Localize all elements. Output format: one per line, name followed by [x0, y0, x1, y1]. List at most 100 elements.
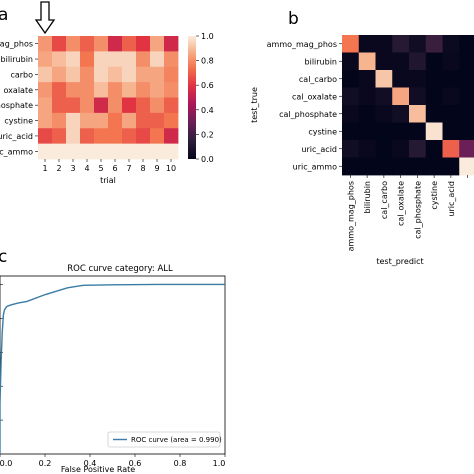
panel-b-confusion-matrix: ammo_mag_phos bilirubin cal_carbo cal_oxala… — [250, 35, 474, 266]
heatmap-cell — [108, 128, 123, 145]
confusion-cell — [375, 122, 393, 141]
confusion-cell — [358, 35, 376, 53]
y-tick-label: ammo_mag_phos — [267, 40, 337, 49]
confusion-cell — [392, 105, 410, 123]
confusion-cell — [342, 70, 360, 88]
heatmap-cell — [150, 36, 165, 52]
confusion-cell — [409, 105, 427, 123]
confusion-cell — [358, 70, 376, 88]
heatmap-cell — [108, 51, 123, 68]
y-tick-label: carbo — [10, 70, 33, 79]
y-tick-label: uric_acid — [0, 132, 33, 141]
x-tick-label: 0.6 — [129, 459, 142, 468]
heatmap-cell — [164, 112, 179, 129]
panel-letter-a: a — [0, 5, 8, 25]
confusion-cell — [459, 35, 474, 53]
heatmap-cell — [136, 51, 151, 68]
heatmap-cell — [150, 128, 165, 145]
heatmap-cell — [80, 66, 95, 83]
confusion-cell — [342, 140, 360, 158]
heatmap-cell — [38, 51, 53, 68]
y-axis-label: test_true — [250, 87, 259, 123]
confusion-cell — [459, 87, 474, 106]
colorbar-tick-label: 1.0 — [201, 32, 214, 41]
y-tick-label: phosphate — [0, 101, 33, 110]
heatmap-cell — [136, 36, 151, 52]
panel-letter-c: c — [0, 247, 7, 267]
heatmap-cell — [94, 66, 109, 83]
confusion-cell — [392, 35, 410, 53]
x-tick-label: cal_phosphate — [413, 181, 422, 239]
colorbar-tick-label: 0.2 — [201, 130, 214, 139]
chart-title: ROC curve category: ALL — [67, 264, 173, 274]
confusion-cell — [409, 52, 427, 71]
x-tick-label: 4 — [84, 164, 89, 173]
heatmap-cell — [122, 66, 137, 83]
confusion-cell — [342, 35, 360, 53]
heatmap-cell — [150, 143, 165, 160]
heatmap-cell — [66, 112, 81, 129]
heatmap-cell — [122, 143, 137, 160]
y-tick-label: uric_ammo — [293, 162, 337, 171]
heatmap-cell — [80, 82, 95, 98]
heatmap-cell — [164, 97, 179, 114]
y-tick-label: cystine — [308, 127, 337, 136]
heatmap-cell — [66, 97, 81, 114]
heatmap-cell — [94, 51, 109, 68]
heatmap-cell — [80, 112, 95, 129]
heatmap-cell — [52, 82, 67, 98]
confusion-cell — [459, 70, 474, 88]
confusion-cell — [459, 140, 474, 158]
heatmap-cell — [80, 51, 95, 68]
heatmap-cell — [80, 97, 95, 114]
x-tick-label: cystine — [430, 181, 439, 210]
confusion-cell — [459, 157, 474, 176]
heatmap-cell — [80, 36, 95, 52]
heatmap-cell — [108, 36, 123, 52]
heatmap-cell — [66, 82, 81, 98]
heatmap-cell — [52, 51, 67, 68]
heatmap-cell — [108, 112, 123, 129]
confusion-cell — [442, 52, 460, 71]
confusion-cell — [392, 122, 410, 141]
panel-a-heatmap: mag_phos bilirubin carbo oxalate phosphate cy… — [0, 1, 214, 185]
x-tick-label: ammo_mag_phos — [346, 181, 355, 251]
heatmap-cell — [52, 36, 67, 52]
x-tick-label: 7 — [126, 164, 131, 173]
heatmap-cell — [136, 143, 151, 160]
confusion-cell — [459, 122, 474, 141]
x-tick-label: 2 — [56, 164, 61, 173]
heatmap-cell — [122, 128, 137, 145]
heatmap-cell — [38, 112, 53, 129]
heatmap-cell — [122, 51, 137, 68]
confusion-cell — [442, 105, 460, 123]
x-axis-label: trial — [100, 176, 116, 185]
x-axis-label: False Positive Rate — [61, 465, 135, 474]
confusion-cell — [392, 140, 410, 158]
heatmap-cell — [94, 82, 109, 98]
heatmap-cell — [94, 97, 109, 114]
heatmap-cell — [108, 97, 123, 114]
confusion-cell — [459, 52, 474, 71]
heatmap-cell — [136, 128, 151, 145]
confusion-cell — [425, 87, 443, 106]
confusion-cell — [425, 35, 443, 53]
x-tick-label: 1.0 — [213, 459, 226, 468]
heatmap-cell — [122, 97, 137, 114]
x-tick-label: 9 — [154, 164, 159, 173]
heatmap-cell — [150, 51, 165, 68]
confusion-cell — [409, 157, 427, 176]
confusion-cell — [459, 105, 474, 123]
colorbar-tick-label: 0.4 — [201, 106, 214, 115]
confusion-cell — [409, 70, 427, 88]
heatmap-cell — [52, 128, 67, 145]
y-tick-label: uric_acid — [301, 145, 337, 154]
heatmap-cell — [52, 143, 67, 160]
confusion-cell — [392, 70, 410, 88]
heatmap-cell — [122, 36, 137, 52]
heatmap-cell — [150, 97, 165, 114]
confusion-cell — [358, 140, 376, 158]
heatmap-cell — [38, 97, 53, 114]
x-axis-label: test_predict — [376, 257, 423, 266]
